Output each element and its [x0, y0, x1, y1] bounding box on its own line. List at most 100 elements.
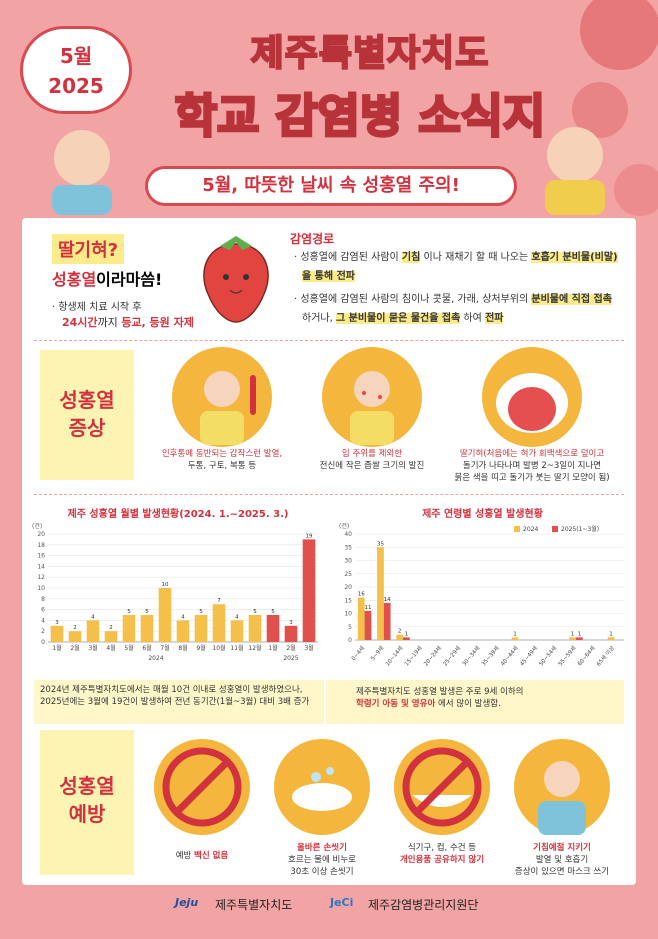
transmission-item: · 성홍열에 감염된 사람이 기침 이나 재채기 할 때 나오는 호흡기 분비물…: [292, 248, 622, 286]
transmission-item: · 성홍열에 감염된 사람의 침이나 콧물, 가래, 상처부위의 분비물에 직접…: [292, 290, 622, 328]
logo: JeCi: [330, 896, 354, 909]
x-tick-label: 45~49세: [518, 644, 539, 667]
y-tick-label: 2: [41, 628, 45, 635]
value-label: 5: [127, 609, 131, 615]
value-label: 35: [377, 541, 384, 547]
value-label: 1: [609, 631, 613, 637]
x-tick-label: 1월: [268, 644, 277, 652]
value-label: 5: [271, 609, 275, 615]
text: 성홍열에 감염된 사람의 침이나 콧물, 가래, 상처부위의: [300, 294, 532, 305]
value-label: 1: [405, 631, 409, 637]
issue-badge: 5월 2025: [20, 26, 132, 114]
value-label: 11: [364, 605, 371, 611]
x-tick-label: 35~39세: [479, 644, 500, 667]
chart-title: 제주 성홍열 월별 발생현황(2024. 1.~2025. 3.): [67, 509, 289, 520]
intro-note: · 항생제 치료 시작 후: [52, 302, 142, 313]
caption-pre: 예방: [175, 851, 195, 861]
prevention-title-line: 성홍열: [59, 774, 115, 798]
value-label: 4: [235, 614, 239, 620]
y-tick-label: 20: [37, 531, 45, 538]
caption-line: 돌기가 나타나며 발병 2~3일이 지나면: [462, 461, 602, 471]
bar: [357, 597, 365, 640]
value-label: 7: [217, 598, 221, 604]
bar: [50, 625, 64, 642]
bar: [396, 634, 404, 640]
year: 2025: [48, 74, 104, 98]
note: 제주특별자치도 성홍열 발생은 주로 9세 이하의 학령기 아동 및 영유아 에서…: [326, 680, 624, 724]
bar: [511, 637, 519, 640]
monthly-chart: (건) 0 2 4 6 8 10 12 14 16 18 20 3 1월 2 2월 4 3월 2 4월 5 5월 5 6월 10…: [32, 522, 318, 662]
banner: 5월, 따뜻한 날씨 속 성홍열 주의!: [145, 166, 517, 206]
chart-title: 제주 연령별 성홍열 발생현황: [422, 509, 543, 520]
prevention-caption: 예방 백신 없음: [142, 850, 262, 862]
value-label: 16: [358, 592, 365, 598]
legend-label: 2024: [523, 526, 538, 533]
x-tick-label: 40~44세: [499, 644, 520, 667]
symptom-caption: 입 주위를 제외한 전신에 작은 좁쌀 크기의 발진: [282, 448, 462, 472]
legend-label: 2024: [148, 655, 163, 662]
org: 제주감염병관리지원단: [368, 898, 479, 912]
x-tick-label: 6월: [142, 644, 151, 652]
x-tick-label: 55~59세: [556, 644, 577, 667]
prevention-captions: 예방 백신 없음 올바른 손씻기 흐르는 물에 비누로 30초 이상 손씻기 식기구, …: [140, 842, 630, 882]
caption-em-line: 개인용품 공유하지 않기: [382, 854, 502, 866]
note-text: 제주특별자치도 성홍열 발생은 주로 9세 이하의: [356, 687, 524, 697]
caption-line: 발열 및 호흡기: [535, 855, 589, 865]
legend-swatch: [552, 526, 558, 532]
bullet: ·: [294, 252, 301, 263]
x-tick-label: 1월: [52, 644, 61, 652]
x-tick-label: 2월: [70, 644, 79, 652]
bar: [122, 615, 136, 642]
transmission-title: 감염경로: [290, 232, 335, 246]
axis-label: (건): [32, 522, 42, 530]
logo: Jeju: [175, 896, 199, 909]
y-tick-label: 8: [41, 596, 45, 603]
intro-question: 딸기혀?: [52, 234, 125, 264]
caption-line: 전신에 작은 좁쌀 크기의 발진: [319, 461, 425, 471]
x-tick-label: 3월: [304, 644, 313, 652]
bullet: ·: [294, 294, 301, 305]
bar: [176, 620, 190, 642]
value-label: 4: [181, 614, 185, 620]
value-label: 14: [384, 597, 391, 603]
bar: [377, 547, 384, 640]
value-label: 2: [109, 625, 113, 631]
bar: [575, 637, 583, 640]
x-tick-label: 8월: [178, 644, 187, 652]
bar: [284, 625, 298, 642]
symptoms-title-line: 성홍열: [59, 388, 115, 412]
note-em: 24시간: [62, 316, 98, 329]
x-tick-label: 11월: [230, 644, 243, 652]
highlight: 분비물에 직접 접촉: [531, 294, 612, 305]
y-tick-label: 35: [344, 544, 352, 551]
highlight: 전파: [485, 313, 504, 324]
caption-line: 식기구, 컵, 수건 등: [407, 843, 477, 853]
bar: [248, 615, 262, 642]
x-tick-label: 30~34세: [460, 644, 481, 667]
value-label: 1: [513, 631, 517, 637]
bar: [569, 637, 576, 640]
bar: [230, 620, 244, 642]
axis-label: (건): [339, 522, 349, 530]
caption-line: 30초 이상 손씻기: [290, 867, 354, 877]
symptom-caption: 딸기혀(처음에는 혀가 회백색으로 덮이고 돌기가 나타나며 발병 2~3일이 지…: [442, 448, 622, 484]
highlight: 그 분비물이 묻은 물건을 접촉: [335, 313, 461, 324]
prevention-caption: 올바른 손씻기 흐르는 물에 비누로 30초 이상 손씻기: [262, 842, 382, 878]
bar: [383, 602, 391, 640]
intro-note-2: 24시간까지 등교, 등원 자제: [62, 314, 194, 330]
bar: [212, 604, 226, 642]
y-tick-label: 5: [348, 624, 352, 631]
x-tick-label: 65세 이상: [594, 644, 616, 667]
note-mid: 까지: [97, 316, 122, 329]
caption-line: 흐르는 물에 비누로: [288, 855, 356, 865]
y-tick-label: 10: [37, 585, 45, 592]
intro-disease: 성홍열이라마씀!: [52, 266, 162, 290]
disease-name: 성홍열: [52, 270, 97, 289]
symptoms-title-line: 증상: [68, 416, 106, 440]
bar: [86, 620, 100, 642]
title-top: 제주특별자치도: [250, 32, 490, 75]
text: 이나 재채기 할 때 나오는: [420, 252, 532, 263]
y-tick-label: 12: [37, 574, 45, 581]
